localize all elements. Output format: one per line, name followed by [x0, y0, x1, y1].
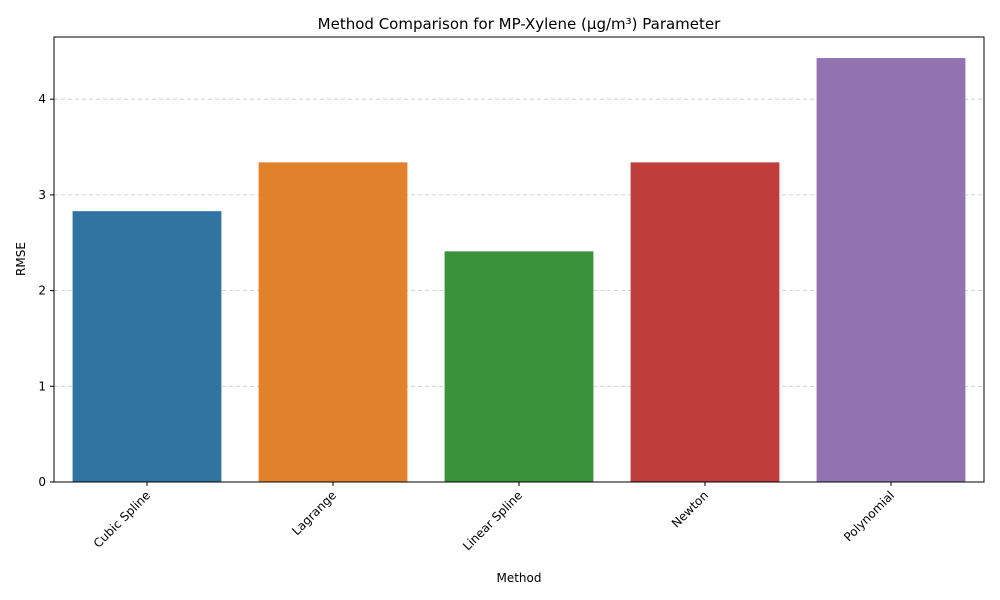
y-axis: 0 1 2 3 4	[38, 92, 54, 489]
chart-title: Method Comparison for MP-Xylene (µg/m³) …	[318, 15, 721, 33]
x-tick-label: Newton	[669, 488, 711, 530]
bar-newton	[630, 162, 780, 482]
x-axis-label: Method	[496, 571, 541, 585]
x-tick-label: Cubic Spline	[91, 488, 153, 550]
plot-frame	[53, 36, 985, 483]
x-tick-label: Linear Spline	[460, 488, 525, 553]
bars	[72, 58, 966, 482]
x-axis: Cubic Spline Lagrange Linear Spline Newton P…	[91, 482, 897, 553]
bar-polynomial	[816, 58, 966, 482]
y-tick-label: 0	[38, 475, 46, 489]
x-tick-label: Polynomial	[841, 488, 897, 544]
y-tick-label: 4	[38, 92, 46, 106]
bar-cubic-spline	[72, 211, 222, 482]
bar-linear-spline	[444, 251, 594, 482]
y-axis-label: RMSE	[14, 242, 28, 276]
x-tick-label: Lagrange	[289, 488, 339, 538]
y-tick-label: 1	[38, 379, 46, 393]
bar-lagrange	[258, 162, 408, 482]
y-tick-label: 3	[38, 188, 46, 202]
y-tick-label: 2	[38, 284, 46, 298]
